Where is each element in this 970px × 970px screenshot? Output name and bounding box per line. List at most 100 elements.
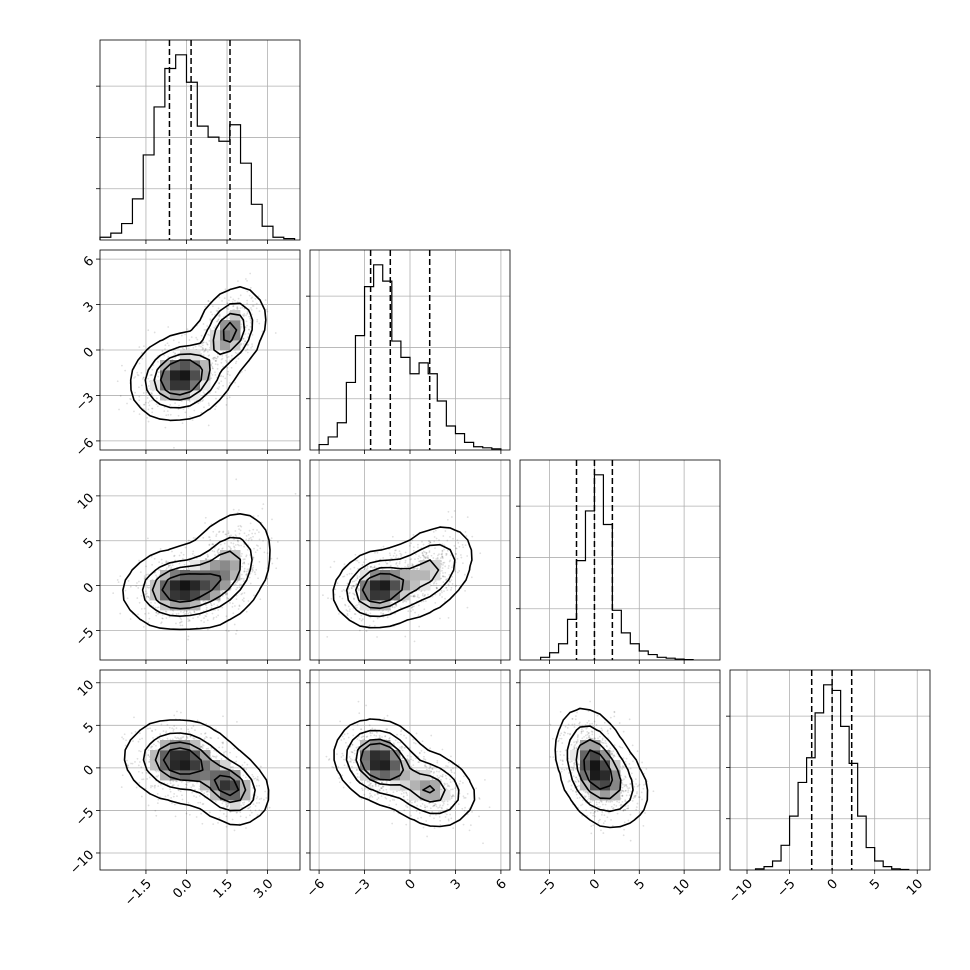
sample-point (157, 375, 160, 378)
density-cell (190, 370, 201, 381)
y-tick-label: −10 (67, 848, 97, 878)
sample-point (151, 411, 154, 414)
sample-point (237, 385, 240, 388)
sample-point (463, 573, 466, 576)
sample-point (249, 272, 252, 275)
sample-point (245, 554, 248, 557)
sample-point (200, 342, 203, 345)
sample-point (215, 535, 218, 537)
sample-point (258, 560, 261, 563)
sample-point (427, 593, 429, 596)
sample-point (242, 774, 245, 777)
sample-point (204, 516, 207, 519)
sample-point (214, 608, 216, 611)
sample-point (153, 331, 156, 334)
sample-point (170, 567, 172, 570)
sample-point (138, 395, 141, 398)
sample-point (350, 617, 353, 619)
sample-point (251, 304, 254, 307)
sample-point (245, 314, 247, 317)
sample-point (201, 346, 204, 349)
sample-point (263, 551, 266, 554)
sample-point (181, 798, 184, 801)
sample-point (447, 583, 450, 586)
sample-point (386, 616, 389, 619)
sample-point (251, 532, 254, 535)
sample-point (138, 399, 141, 402)
y-tick-label: 5 (81, 535, 97, 551)
sample-point (357, 589, 360, 592)
density-cell (210, 340, 221, 351)
sample-point (151, 407, 153, 410)
sample-point (254, 805, 257, 807)
sample-point (155, 814, 158, 817)
sample-point (174, 803, 176, 806)
sample-point (235, 588, 238, 591)
sample-point (169, 413, 172, 416)
sample-point (250, 307, 252, 309)
sample-point (433, 540, 436, 543)
sample-point (245, 534, 248, 537)
sample-point (150, 555, 153, 558)
sample-point (176, 780, 178, 783)
sample-point (266, 310, 269, 313)
sample-point (243, 545, 245, 548)
sample-point (207, 299, 210, 302)
sample-point (444, 565, 447, 568)
sample-point (226, 397, 229, 400)
sample-point (150, 786, 152, 789)
sample-point (119, 395, 122, 397)
sample-point (200, 334, 203, 337)
sample-point (163, 406, 166, 409)
contour-line (153, 312, 246, 401)
sample-point (134, 375, 137, 378)
sample-point (430, 554, 433, 557)
sample-point (242, 600, 245, 603)
sample-point (327, 597, 329, 600)
sample-point (215, 397, 217, 400)
sample-point (442, 561, 445, 564)
sample-point (243, 312, 246, 315)
sample-point (226, 356, 229, 359)
sample-point (220, 361, 223, 364)
sample-point (144, 590, 147, 593)
sample-point (464, 531, 467, 533)
sample-point (228, 311, 231, 313)
sample-point (197, 402, 200, 405)
sample-point (218, 530, 221, 533)
sample-point (249, 317, 252, 320)
sample-point (191, 791, 194, 794)
sample-point (227, 531, 230, 534)
sample-point (203, 406, 205, 409)
sample-point (382, 613, 385, 615)
sample-point (199, 400, 202, 403)
sample-point (233, 623, 236, 626)
sample-point (249, 814, 251, 817)
sample-point (353, 613, 356, 615)
sample-point (188, 339, 191, 341)
sample-point (215, 616, 218, 618)
sample-point (246, 548, 249, 551)
sample-point (444, 597, 446, 600)
sample-point (261, 330, 264, 333)
sample-point (160, 783, 162, 786)
sample-point (192, 346, 195, 349)
sample-point (365, 630, 368, 632)
sample-point (207, 300, 210, 302)
sample-point (466, 606, 469, 609)
sample-point (427, 540, 430, 542)
sample-point (187, 618, 189, 620)
sample-point (243, 532, 246, 535)
sample-point (186, 737, 189, 739)
sample-point (140, 766, 143, 769)
sample-point (346, 610, 349, 612)
sample-point (412, 608, 414, 611)
sample-point (410, 610, 412, 613)
sample-point (204, 522, 206, 524)
sample-point (418, 560, 421, 563)
sample-point (167, 355, 170, 358)
sample-point (425, 552, 428, 554)
sample-point (188, 813, 191, 816)
y-tick-label: −6 (73, 436, 97, 460)
sample-point (204, 347, 207, 350)
